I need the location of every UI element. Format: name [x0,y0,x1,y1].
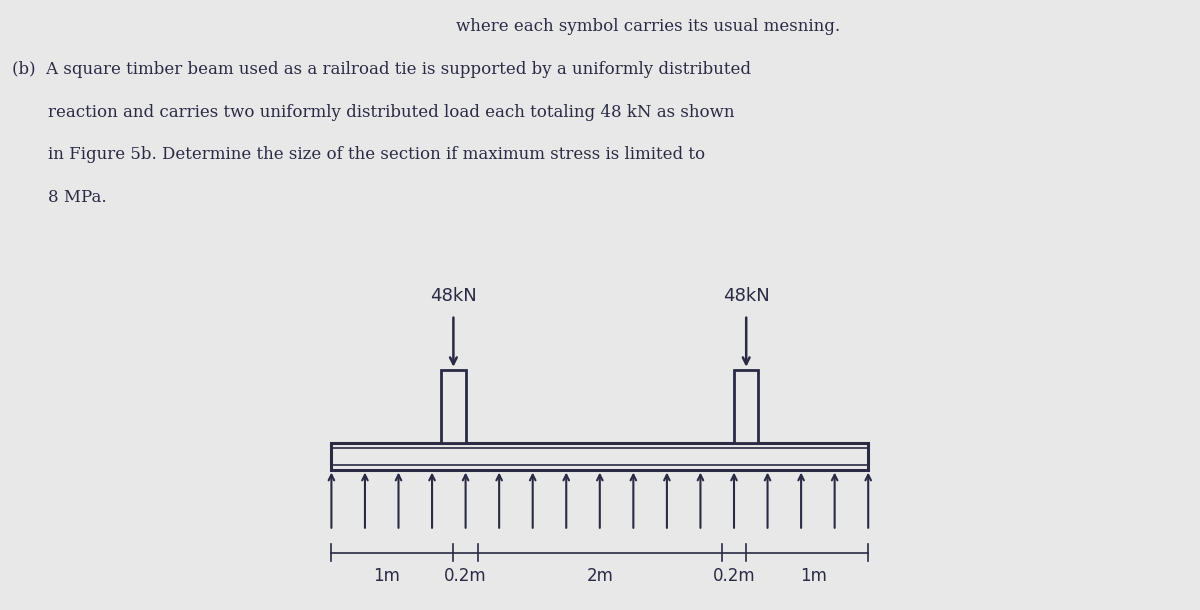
Bar [734,370,758,443]
Text: 48kN: 48kN [430,287,476,305]
Text: 1m: 1m [800,567,827,586]
Text: (b)  A square timber beam used as a railroad tie is supported by a uniformly dis: (b) A square timber beam used as a railr… [12,61,751,78]
Text: 0.2m: 0.2m [444,567,487,586]
Text: where each symbol carries its usual mesning.: where each symbol carries its usual mesn… [456,18,840,35]
Text: 2m: 2m [587,567,613,586]
Text: 0.2m: 0.2m [713,567,755,586]
Bar [442,370,466,443]
Text: reaction and carries two uniformly distributed load each totaling 48 kN as shown: reaction and carries two uniformly distr… [48,104,734,121]
Text: 8 MPa.: 8 MPa. [48,189,107,206]
Text: 48kN: 48kN [722,287,769,305]
Text: 1m: 1m [373,567,400,586]
Text: in Figure 5b. Determine the size of the section if maximum stress is limited to: in Figure 5b. Determine the size of the … [48,146,706,163]
Bar [331,443,869,470]
